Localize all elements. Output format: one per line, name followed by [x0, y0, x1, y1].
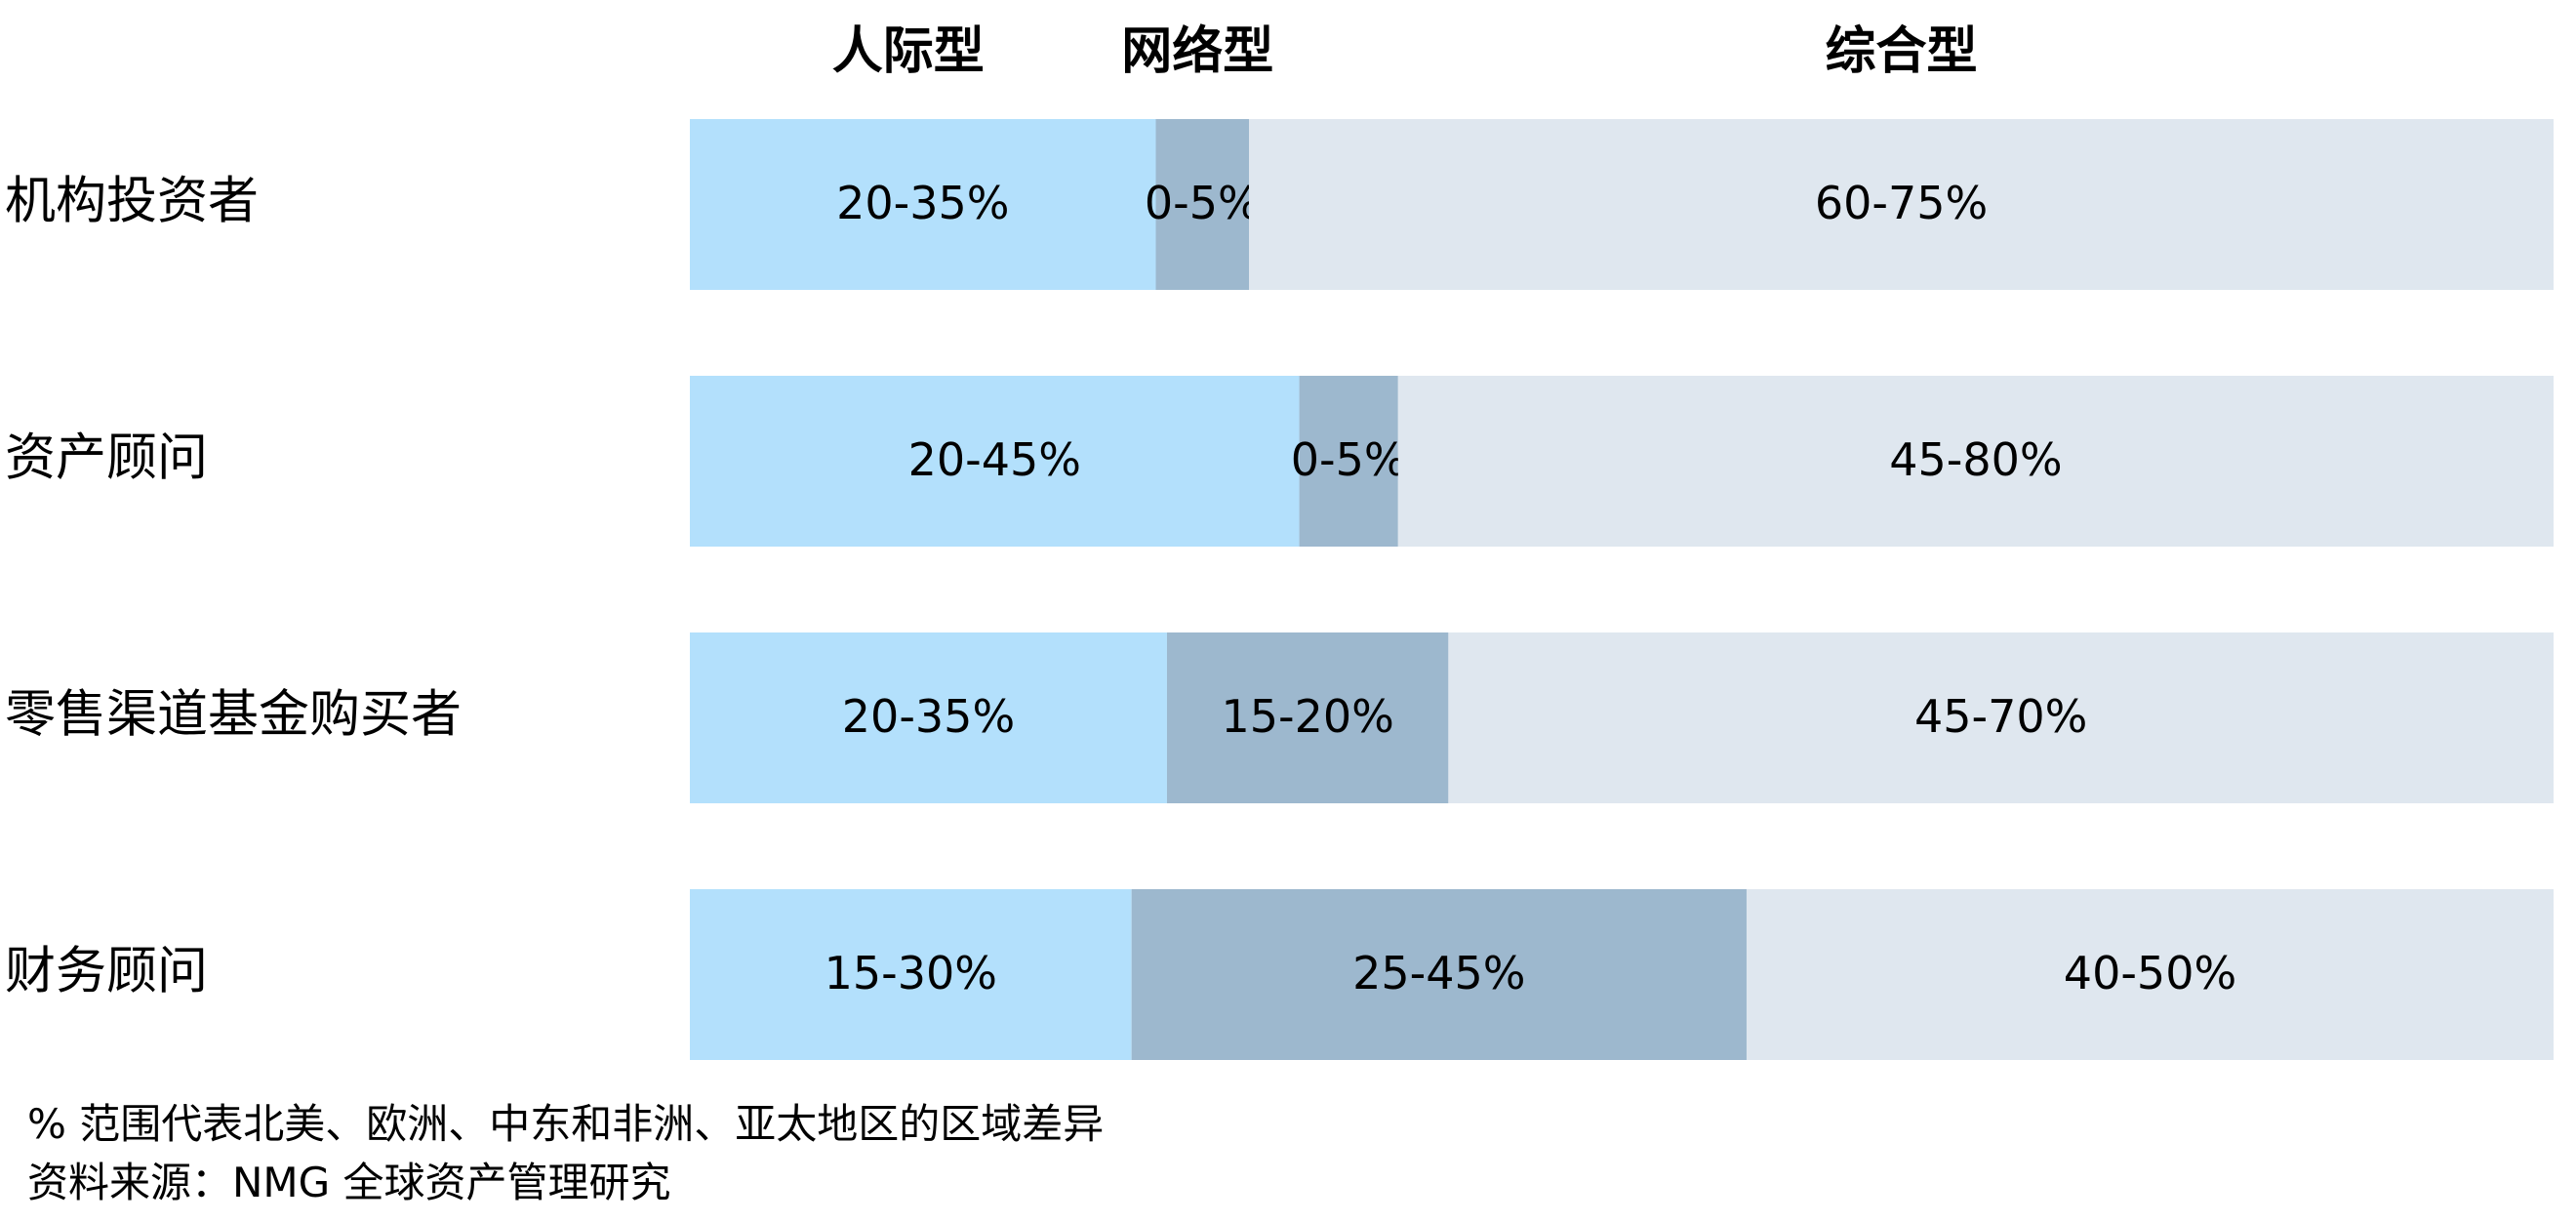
segment-value-label: 45-80%	[1889, 433, 2062, 486]
segment-value-label: 20-35%	[842, 690, 1015, 743]
column-header-1: 人际型	[832, 22, 985, 81]
footnote-range: % 范围代表北美、欧洲、中东和非洲、亚太地区的区域差异	[27, 1100, 1105, 1148]
segment-value-label: 15-20%	[1221, 690, 1393, 743]
row-label: 机构投资者	[5, 173, 259, 231]
bar-segment-1	[690, 632, 1167, 803]
bar-segment-2	[1299, 376, 1398, 547]
bar-segment-2	[1131, 889, 1747, 1060]
bar-segment-3	[1746, 889, 2554, 1060]
bar-segment-1	[690, 119, 1156, 290]
segment-value-label: 20-45%	[908, 433, 1081, 486]
bar-segment-2	[1155, 119, 1249, 290]
chart-row: 零售渠道基金购买者 20-35% 15-20% 45-70%	[5, 632, 2554, 803]
segment-value-label: 0-5%	[1291, 433, 1407, 486]
segment-value-label: 20-35%	[836, 177, 1009, 229]
segment-value-label: 60-75%	[1815, 177, 1988, 229]
column-header-2: 网络型	[1121, 22, 1273, 81]
bar-segment-3	[1397, 376, 2554, 547]
bar-segment-2	[1166, 632, 1449, 803]
chart-row: 资产顾问 20-45% 0-5% 45-80%	[5, 376, 2554, 547]
bar-segment-1	[690, 376, 1300, 547]
segment-value-label: 25-45%	[1352, 947, 1525, 999]
segment-value-label: 45-70%	[1914, 690, 2087, 743]
chart-row: 机构投资者 20-35% 0-5% 60-75%	[5, 119, 2554, 290]
row-label: 零售渠道基金购买者	[5, 686, 462, 745]
column-header-3: 综合型	[1825, 22, 1977, 81]
bar-segment-3	[1448, 632, 2554, 803]
segment-value-label: 15-30%	[825, 947, 997, 999]
chart-rows: 机构投资者 20-35% 0-5% 60-75% 资产顾问 20-45% 0-5% 45-80…	[5, 119, 2554, 1060]
bar-segment-1	[690, 889, 1132, 1060]
column-headers: 人际型 网络型 综合型	[832, 22, 1978, 81]
bar-segment-3	[1249, 119, 2554, 290]
footnote-source: 资料来源：NMG 全球资产管理研究	[27, 1159, 671, 1206]
chart-row: 财务顾问 15-30% 25-45% 40-50%	[5, 889, 2554, 1060]
row-label: 财务顾问	[5, 943, 208, 1001]
row-label: 资产顾问	[5, 429, 208, 488]
segment-value-label: 0-5%	[1145, 177, 1261, 229]
segment-value-label: 40-50%	[2064, 947, 2236, 999]
